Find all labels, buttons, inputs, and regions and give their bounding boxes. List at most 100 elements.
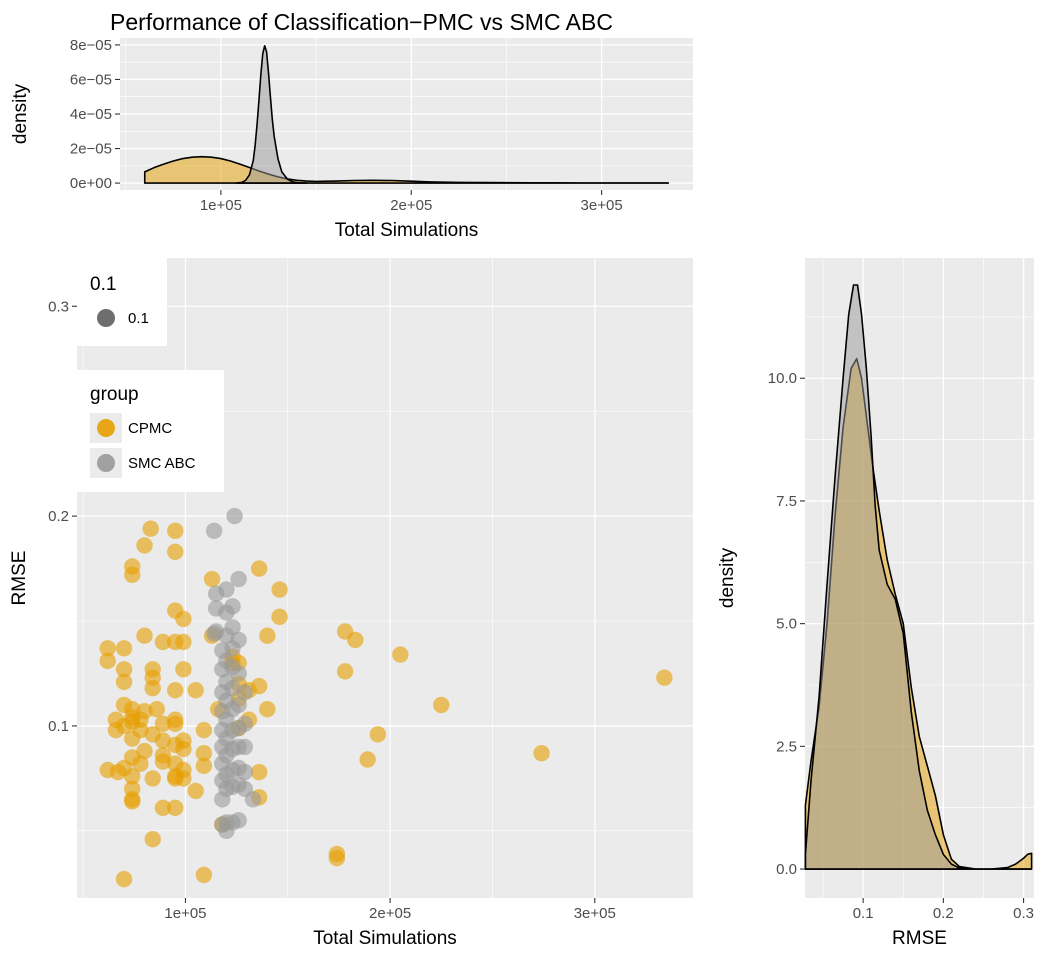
right-y-tick-label: 7.5 [776,493,797,510]
smc-abc-point [205,522,223,539]
top-y-axis-title: density [10,83,31,144]
chart-title: Performance of Classification−PMC vs SMC… [110,9,613,35]
smc-abc-point [230,812,247,829]
smc-abc-point [236,715,254,733]
smc-abc-point [230,665,247,682]
cpmc-point [250,763,268,781]
cpmc-point [250,560,268,577]
smc-abc-density-area [804,284,1033,870]
cpmc-point [124,566,141,584]
main-x-tick-label: 2e+05 [369,905,411,922]
cpmc-point [195,866,213,884]
legend-key-cpmc [97,419,115,437]
right-y-tick-label: 2.5 [776,738,797,755]
main-x-tick-label: 3e+05 [574,905,616,922]
cpmc-point [271,608,288,626]
top-x-axis-title: Total Simulations [335,220,479,241]
cpmc-point [175,610,192,628]
main-y-tick-label: 0.1 [48,718,69,735]
cpmc-point [347,631,364,649]
right-density-panel: 0.1 0.2 0.3 0.0 2.5 5.0 7.5 10.0 RMSE density [717,258,1034,949]
cpmc-point [148,700,166,718]
top-y-tick-label: 4e−05 [70,106,112,123]
cpmc-point [154,799,172,816]
cpmc-point [203,570,221,588]
cpmc-point [392,646,409,663]
legend-size-label: 0.1 [128,310,149,327]
cpmc-point [187,682,204,699]
top-y-tick-label: 0e+00 [70,175,112,192]
cpmc-point [132,755,149,772]
cpmc-point [115,870,133,888]
cpmc-point [136,537,153,554]
cpmc-point [115,661,133,678]
cpmc-point [328,849,346,867]
right-y-tick-label: 10.0 [768,370,797,387]
legend-group-title: group [90,384,139,405]
legend-label-smc-abc: SMC ABC [128,455,196,472]
top-x-tick-label: 1e+05 [200,197,242,214]
cpmc-point [136,742,153,760]
main-y-tick-label: 0.2 [48,508,69,525]
right-x-tick-label: 0.2 [933,905,954,922]
cpmc-point [144,831,161,848]
smc-abc-point [236,738,254,756]
smc-abc-point [230,570,247,588]
cpmc-point [259,700,276,718]
cpmc-point [124,768,141,785]
cpmc-point [656,669,673,686]
right-x-axis-title: RMSE [892,928,947,949]
cpmc-point [136,703,153,720]
top-x-tick-label: 2e+05 [390,197,432,214]
cpmc-point [369,726,387,743]
legend-size-title: 0.1 [90,274,116,295]
cpmc-point [336,663,354,680]
cpmc-point [195,721,213,739]
cpmc-point [195,757,213,775]
top-density-panel: 1e+05 2e+05 3e+05 0e+00 2e−05 4e−05 6e−05 8e−05… [10,37,693,241]
smc-abc-point [224,619,241,636]
cpmc-point [175,740,192,758]
top-y-tick-label: 6e−05 [70,71,112,88]
smc-abc-point [236,684,254,701]
cpmc-point [175,661,192,678]
legend-group: group CPMC SMC ABC [77,370,224,492]
cpmc-point [142,520,159,537]
cpmc-point [175,633,192,651]
right-y-tick-label: 5.0 [776,616,797,633]
cpmc-point [144,679,161,697]
top-y-tick-label: 8e−05 [70,37,112,54]
main-x-axis-title: Total Simulations [313,928,457,949]
right-y-axis-title: density [717,547,738,608]
cpmc-point [167,799,184,816]
cpmc-point [99,640,116,657]
main-panel-background [77,258,693,898]
cpmc-point [271,581,288,598]
right-x-tick-label: 0.1 [853,905,874,922]
cpmc-point [167,682,184,699]
cpmc-point [115,673,133,691]
cpmc-point [124,793,141,810]
cpmc-point [167,715,184,733]
smc-abc-point [226,507,243,525]
legend-size: 0.1 0.1 [77,258,167,346]
cpmc-point [115,640,133,657]
cpmc-point [533,745,550,762]
smc-abc-point [224,598,241,615]
cpmc-point [99,652,116,670]
top-y-tick-label: 2e−05 [70,141,112,158]
legend-size-key [97,309,115,327]
right-y-tick-label: 0.0 [776,861,797,878]
smc-abc-point [218,581,235,598]
cpmc-point [175,770,192,787]
legend-size-background [77,258,167,346]
right-x-tick-label: 0.3 [1013,905,1034,922]
main-y-axis-title: RMSE [9,551,30,606]
cpmc-point [167,522,184,539]
legend-label-cpmc: CPMC [128,420,172,437]
cpmc-point [154,753,172,770]
main-y-tick-label: 0.3 [48,298,69,315]
main-x-tick-label: 1e+05 [164,905,206,922]
cpmc-point [359,751,376,768]
